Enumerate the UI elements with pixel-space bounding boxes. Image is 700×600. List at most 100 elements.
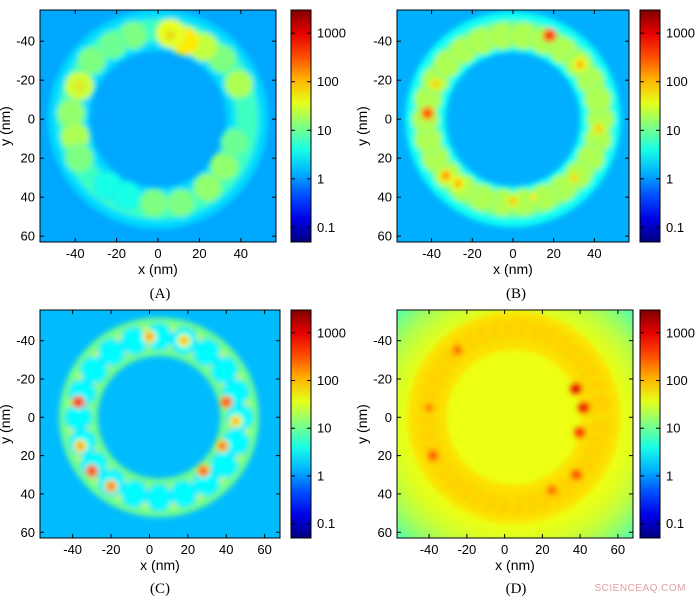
sphere [166, 188, 196, 218]
ring-field [405, 11, 621, 228]
colorbar-tick-label: 0.1 [317, 516, 335, 531]
sphere [145, 484, 173, 512]
y-tick-label: 40 [378, 486, 392, 501]
x-tick-label: -20 [457, 542, 476, 557]
x-axis-label: x (nm) [493, 261, 533, 277]
colorbar-tick-label: 0.1 [666, 220, 684, 235]
colorbar: 0.1 1 10 100 1000 [290, 9, 346, 243]
hotspot [74, 398, 82, 406]
y-tick-label: 60 [21, 229, 35, 244]
colorbar-tick-label: 0.1 [317, 220, 335, 235]
hotspot [425, 404, 433, 412]
hotspot [576, 429, 584, 437]
ring-field [59, 317, 259, 518]
heatmap-area [397, 310, 633, 538]
sphere [98, 338, 126, 366]
colorbar-tick-label: 10 [317, 123, 331, 138]
hotspot [107, 482, 115, 490]
watermark: SCIENCEAQ.COM [594, 583, 686, 594]
x-tick-label: 40 [219, 542, 233, 557]
y-tick-label: 60 [378, 525, 392, 540]
colorbar: 0.1 1 10 100 1000 [639, 9, 695, 243]
colorbar-tick-label: 10 [666, 421, 680, 436]
hotspot [423, 109, 432, 117]
hotspot [75, 82, 84, 90]
colorbar-tick-label: 1000 [666, 26, 695, 41]
y-axis-label: y (nm) [354, 404, 370, 444]
hotspot [454, 346, 461, 354]
plot-frame [39, 309, 281, 539]
y-tick-label: -20 [16, 371, 35, 386]
y-tick-label: 20 [21, 448, 35, 463]
colorbar-tick-label: 0.1 [666, 516, 684, 531]
x-tick-label: 20 [181, 542, 195, 557]
hotspot [442, 172, 450, 180]
hotspot [570, 174, 578, 182]
sphere [220, 127, 250, 158]
y-tick-label: 0 [385, 410, 392, 425]
sphere [112, 180, 142, 210]
x-tick-label: 40 [234, 246, 248, 261]
heatmap-area [397, 10, 629, 242]
colorbar-tick-label: 10 [317, 421, 331, 436]
y-axis-label: y (nm) [0, 106, 13, 146]
hotspot [576, 60, 584, 69]
x-axis-label: x (nm) [495, 557, 535, 573]
hotspot [222, 398, 230, 406]
y-tick-label: -20 [16, 73, 35, 88]
colorbar: 0.1 1 10 100 1000 [639, 309, 695, 539]
y-tick-label: 40 [21, 486, 35, 501]
y-tick-label: -40 [16, 333, 35, 348]
hotspot [572, 471, 580, 479]
x-tick-label: -40 [420, 542, 439, 557]
y-axis-label: y (nm) [0, 404, 13, 444]
panel-b: -40 -20 0 20 40 -40 -20 0 20 40 60 x (nm) y (nm) (B) 0… [354, 9, 695, 302]
colorbar-tick-label: 100 [317, 74, 339, 89]
colorbar-tick-label: 1 [666, 171, 673, 186]
heatmap-area [40, 310, 280, 538]
colorbar-gradient [290, 309, 312, 539]
y-tick-label: -40 [16, 34, 35, 49]
x-tick-label: -40 [63, 542, 82, 557]
x-tick-label: 60 [611, 542, 625, 557]
sphere [64, 143, 94, 173]
y-tick-label: 0 [28, 410, 35, 425]
colorbar-tick-label: 1 [666, 468, 673, 483]
sphere [97, 30, 128, 60]
y-tick-label: 40 [378, 190, 392, 205]
hotspot [180, 337, 188, 345]
x-tick-label: -40 [66, 246, 85, 261]
colorbar-tick-label: 1000 [666, 325, 695, 340]
y-tick-label: 60 [378, 229, 392, 244]
hotspot [232, 417, 240, 425]
sphere [120, 327, 148, 355]
x-tick-label: 0 [509, 246, 516, 261]
colorbar-tick-label: 10 [666, 123, 680, 138]
colorbar-tick-label: 100 [666, 74, 688, 89]
y-tick-label: -40 [373, 333, 392, 348]
y-tick-label: 40 [21, 190, 35, 205]
x-tick-label: 60 [257, 542, 271, 557]
sphere [139, 188, 169, 218]
sphere [120, 480, 148, 508]
plot-frame [396, 309, 634, 539]
sphere [583, 84, 613, 114]
y-tick-label: 0 [385, 112, 392, 127]
x-tick-label: 0 [154, 246, 161, 261]
heatmap-area [40, 10, 276, 242]
sphere [170, 480, 198, 508]
sphere [586, 390, 614, 417]
hotspot [509, 197, 517, 205]
y-tick-label: -20 [373, 371, 392, 386]
hotspot [572, 385, 580, 392]
y-tick-label: -40 [373, 34, 392, 49]
x-tick-label: 40 [587, 246, 601, 261]
colorbar-tick-label: 1 [317, 468, 324, 483]
hotspot [88, 467, 96, 475]
ring-field [408, 311, 620, 524]
colorbar-gradient [639, 9, 661, 243]
hotspot [529, 193, 538, 201]
hotspot [166, 31, 175, 40]
sphere [210, 356, 238, 384]
